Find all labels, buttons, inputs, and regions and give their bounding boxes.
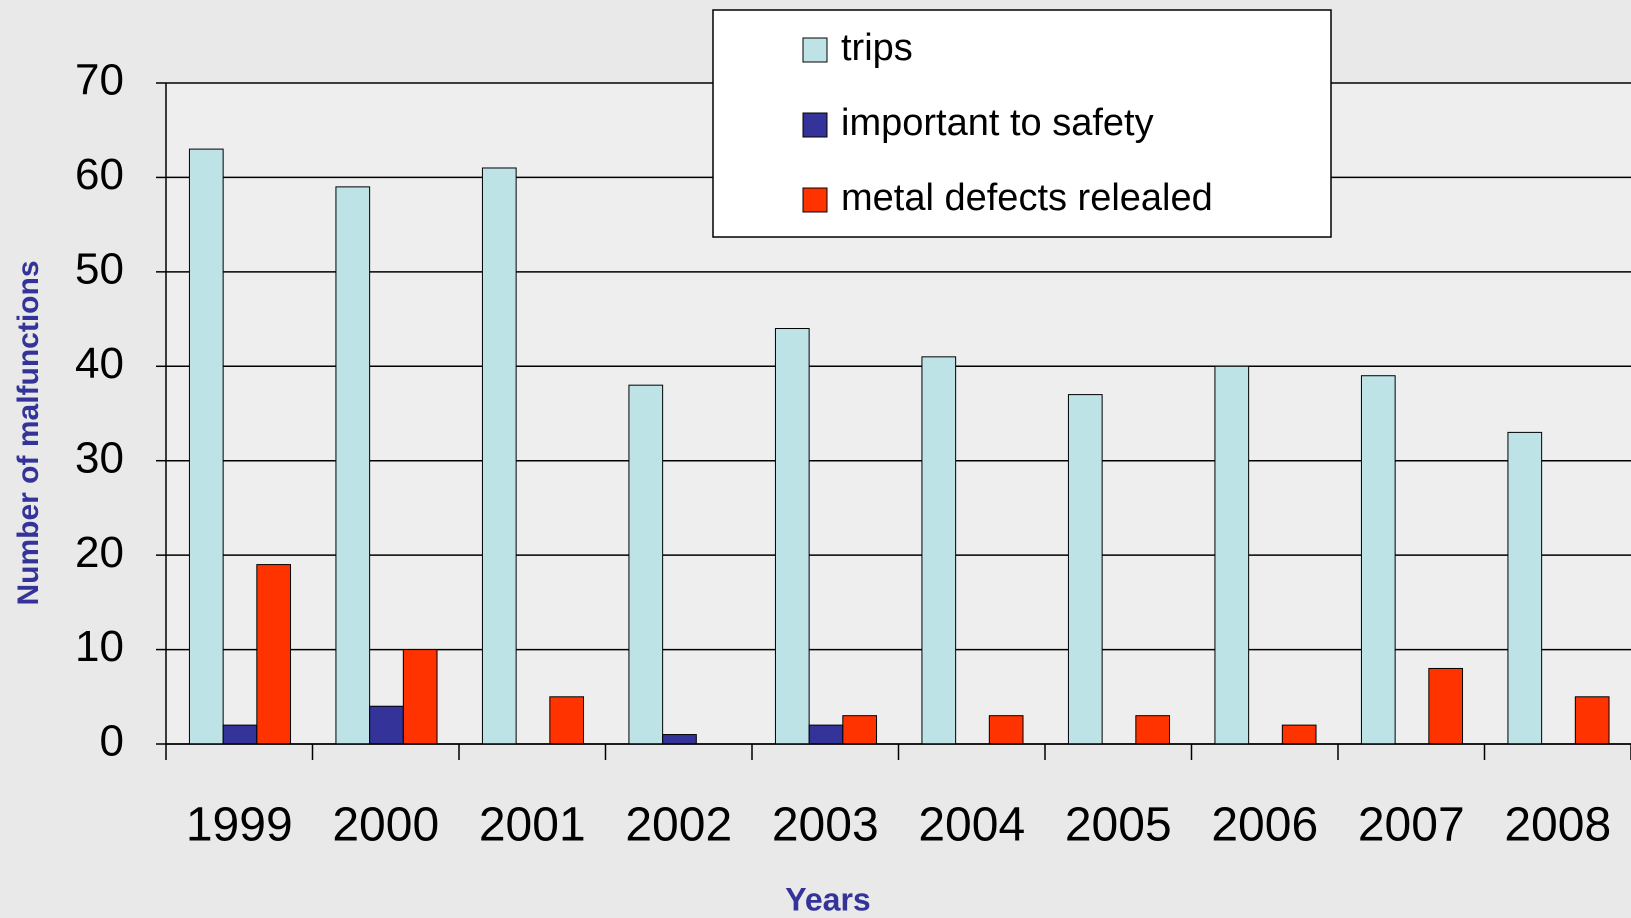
- y-tick-label: 30: [75, 433, 124, 482]
- x-tick-label: 2000: [332, 799, 439, 852]
- bar: [370, 706, 404, 744]
- x-tick-label: 2007: [1358, 799, 1465, 852]
- bar: [1215, 366, 1249, 744]
- bar: [809, 725, 843, 744]
- bar: [663, 735, 697, 744]
- bar: [1429, 668, 1463, 744]
- y-tick-label: 40: [75, 339, 124, 388]
- bar: [629, 385, 663, 744]
- x-axis-title: Years: [785, 881, 870, 917]
- chart: Years Number of malfunctions 0 10 20 30 40 50…: [0, 0, 1631, 918]
- x-tick-label: 2005: [1065, 799, 1172, 852]
- x-tick-label: 2001: [479, 799, 586, 852]
- bar: [775, 329, 809, 744]
- page: Years Number of malfunctions 0 10 20 30 40 50…: [0, 0, 1631, 918]
- bar: [1575, 697, 1609, 744]
- x-tick-label: 2008: [1504, 799, 1611, 852]
- bar: [550, 697, 584, 744]
- bar: [223, 725, 257, 744]
- bar: [1068, 395, 1102, 744]
- legend-label: metal defects relealed: [841, 177, 1213, 219]
- y-tick-label: 50: [75, 244, 124, 293]
- bar: [1282, 725, 1316, 744]
- y-tick-label: 60: [75, 150, 124, 199]
- legend-label: trips: [841, 27, 913, 69]
- legend-label: important to safety: [841, 102, 1154, 144]
- y-axis-title: Number of malfunctions: [12, 260, 45, 605]
- legend-swatch: [803, 113, 827, 137]
- bar: [1361, 376, 1395, 744]
- x-tick-label: 1999: [186, 799, 293, 852]
- legend-swatch: [803, 38, 827, 62]
- bar: [403, 650, 437, 744]
- x-tick-label: 2006: [1211, 799, 1318, 852]
- bar: [989, 716, 1023, 744]
- y-tick-label: 70: [75, 56, 124, 105]
- bar: [336, 187, 370, 744]
- bar: [482, 168, 516, 744]
- bar: [189, 149, 223, 744]
- bar: [922, 357, 956, 744]
- legend-swatch: [803, 188, 827, 212]
- bar: [1508, 432, 1542, 744]
- bar: [1136, 716, 1170, 744]
- y-tick-label: 20: [75, 528, 124, 577]
- bar: [843, 716, 877, 744]
- bar: [257, 565, 291, 744]
- y-tick-label: 0: [100, 717, 124, 766]
- x-tick-label: 2004: [918, 799, 1025, 852]
- x-tick-label: 2003: [772, 799, 879, 852]
- y-tick-label: 10: [75, 622, 124, 671]
- x-tick-label: 2002: [625, 799, 732, 852]
